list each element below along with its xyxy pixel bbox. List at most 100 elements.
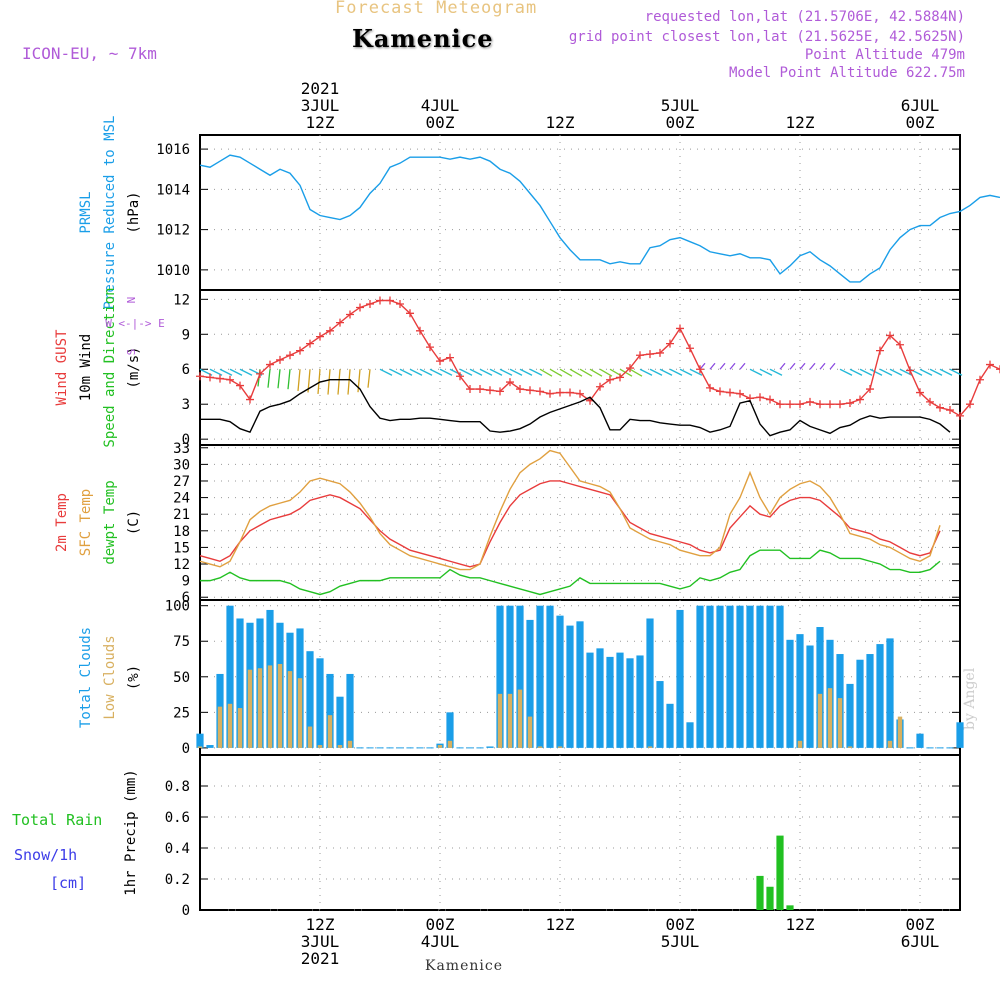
y-axis-label: SFC Temp — [78, 489, 94, 556]
requested-coords: requested lon,lat (21.5706E, 42.5884N) — [644, 9, 965, 25]
low-cloud-bar — [317, 745, 323, 748]
y-tick-label: 12 — [173, 292, 190, 308]
wind-gust-marker — [656, 348, 664, 357]
wind-gust-marker — [326, 326, 334, 335]
y-tick-label: 1016 — [156, 142, 190, 158]
total-cloud-bar — [536, 605, 544, 748]
time-label-bottom: 00Z — [426, 915, 455, 934]
wind-gust-marker — [286, 351, 294, 360]
wind-gust-marker — [256, 369, 264, 378]
compass-label: W <-|-> E — [105, 317, 165, 330]
low-cloud-bar — [837, 698, 843, 748]
wind-direction-arrow — [689, 368, 703, 376]
wind-direction-arrow — [849, 368, 863, 376]
wind-gust-marker — [336, 318, 344, 327]
wind-direction-arrow — [839, 368, 853, 376]
wind-direction-arrow — [337, 369, 341, 395]
time-label-bottom: 2021 — [301, 949, 340, 968]
y-axis-label: Total Clouds — [78, 627, 94, 728]
temp-line-2 — [200, 549, 941, 596]
wind-gust-marker — [846, 399, 854, 408]
wind-gust-marker — [896, 340, 904, 349]
wind-direction-arrow — [317, 369, 321, 395]
wind-gust-marker — [626, 364, 634, 373]
wind-gust-marker — [526, 386, 534, 395]
time-label-bottom: 5JUL — [661, 932, 700, 951]
wind-direction-arrow — [949, 368, 963, 376]
rain-bar — [766, 886, 774, 910]
total-cloud-bar — [866, 654, 874, 748]
total-cloud-bar — [346, 673, 354, 748]
wind-direction-arrow — [779, 362, 786, 370]
wind-gust-marker — [386, 296, 394, 305]
precip-legend: Total Rain — [12, 811, 102, 829]
wind-direction-arrow — [799, 362, 806, 370]
wind-gust-marker — [966, 400, 974, 409]
wind-direction-arrow — [219, 368, 233, 376]
wind-gust-marker — [366, 299, 374, 308]
rain-bar — [776, 835, 784, 910]
total-cloud-bar — [676, 609, 684, 748]
wind-gust-marker — [726, 388, 734, 397]
wind-gust-marker — [546, 389, 554, 398]
low-cloud-bar — [887, 740, 893, 748]
time-label-bottom: 00Z — [666, 915, 695, 934]
total-cloud-bar — [546, 605, 554, 748]
wind-gust-marker — [196, 372, 204, 381]
wind-direction-arrow — [739, 362, 746, 370]
wind-direction-arrow — [919, 368, 933, 376]
wind-direction-arrow — [539, 368, 553, 377]
wind-gust-marker — [696, 365, 704, 374]
y-tick-label: 6 — [182, 590, 190, 606]
wind-gust-marker — [266, 360, 274, 369]
total-cloud-bar — [226, 605, 234, 748]
time-label-top: 3JUL — [301, 96, 340, 115]
wind-gust-marker — [346, 310, 354, 319]
total-cloud-bar — [776, 605, 784, 748]
wind-gust-marker — [816, 400, 824, 409]
total-cloud-bar — [616, 652, 624, 748]
total-cloud-bar — [956, 722, 964, 748]
total-cloud-bar — [556, 615, 564, 748]
wind-gust-marker — [906, 366, 914, 375]
wind-gust-marker — [986, 360, 994, 369]
y-axis-label: Low Clouds — [102, 635, 118, 719]
wind-direction-arrow — [859, 368, 873, 376]
low-cloud-bar — [347, 740, 353, 748]
low-cloud-bar — [227, 703, 233, 748]
wind-gust-marker — [476, 385, 484, 394]
model-label: ICON-EU, ~ 7km — [22, 44, 157, 63]
wind-direction-arrow — [709, 362, 716, 370]
wind-gust-marker — [216, 374, 224, 383]
temp-line-1 — [199, 449, 941, 571]
y-tick-label: 0 — [182, 741, 190, 757]
wind-gust-marker — [316, 332, 324, 341]
time-label-top: 5JUL — [661, 96, 700, 115]
total-cloud-bar — [796, 634, 804, 748]
wind-direction-arrow — [559, 368, 573, 377]
wind-gust-marker — [506, 378, 514, 387]
pressure-line — [199, 154, 1000, 283]
wind-direction-arrow — [229, 368, 243, 376]
wind-direction-arrow — [419, 368, 433, 376]
low-cloud-bar — [897, 716, 903, 748]
wind-gust-marker — [396, 299, 404, 308]
low-cloud-bar — [237, 708, 243, 748]
wind-direction-arrow — [439, 368, 453, 376]
wind-gust-marker — [466, 385, 474, 394]
wind-gust-marker — [646, 350, 654, 359]
wind-gust-marker — [826, 400, 834, 409]
low-cloud-bar — [517, 689, 523, 748]
low-cloud-bar — [297, 678, 303, 748]
wind-gust-marker — [876, 346, 884, 355]
time-label-top: 00Z — [426, 113, 455, 132]
grid-point-coords: grid point closest lon,lat (21.5625E, 42… — [568, 29, 965, 45]
precip-legend: Snow/1h — [14, 846, 77, 864]
total-cloud-bar — [686, 722, 694, 748]
y-axis-label: 1hr Precip (mm) — [123, 769, 139, 895]
location-name: Kamenice — [352, 24, 494, 53]
wind-direction-arrow — [499, 368, 513, 376]
y-tick-label: 9 — [182, 327, 190, 343]
low-cloud-bar — [557, 746, 563, 748]
wind-direction-arrow — [409, 368, 423, 376]
